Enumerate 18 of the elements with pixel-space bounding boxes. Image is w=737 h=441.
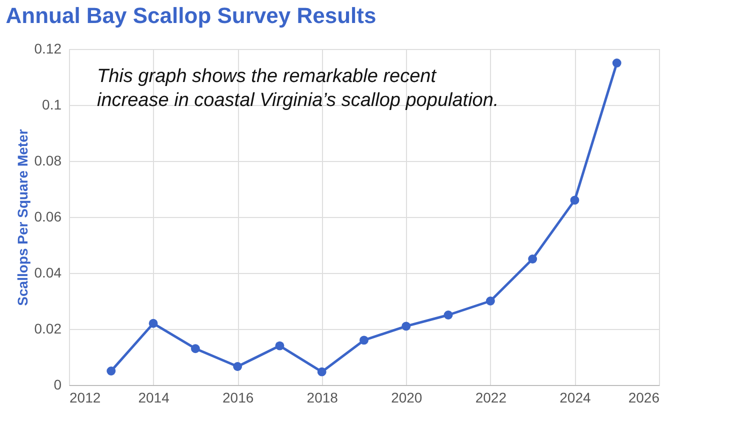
y-tick-label: 0.04 <box>34 264 62 280</box>
y-tick-label: 0.02 <box>34 320 62 336</box>
y-tick-label: 0.12 <box>34 40 62 56</box>
y-tick-label: 0.1 <box>42 96 62 112</box>
x-tick-label: 2024 <box>560 390 591 406</box>
x-tick-label: 2026 <box>628 390 660 406</box>
x-tick-label: 2020 <box>391 390 422 406</box>
y-tick-label: 0.08 <box>34 152 62 168</box>
annotation: This graph shows the remarkable recent increase in coastal Virginia’s scallop population. <box>97 66 499 111</box>
y-axis-title: Scallops Per Square Meter <box>14 128 30 306</box>
x-tick-label: 2018 <box>306 390 338 406</box>
y-tick-label: 0.06 <box>34 208 62 224</box>
x-tick-label: 2016 <box>222 390 254 406</box>
x-tick-label: 2014 <box>138 390 170 406</box>
y-tick-label: 0 <box>54 376 62 392</box>
chart-title: Annual Bay Scallop Survey Results <box>6 3 376 28</box>
x-tick-label: 2012 <box>70 390 101 406</box>
x-tick-label: 2022 <box>475 390 507 406</box>
